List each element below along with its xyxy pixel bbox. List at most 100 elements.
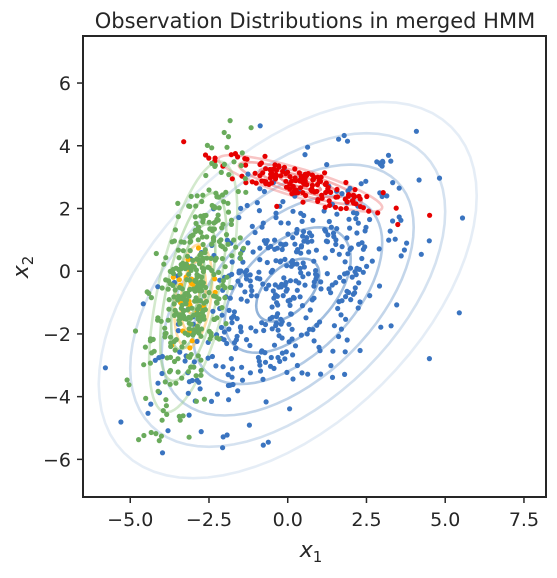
blue-point: [159, 450, 166, 456]
green-point: [201, 396, 207, 402]
blue-point: [313, 247, 319, 253]
blue-point: [388, 323, 394, 329]
blue-point: [299, 303, 306, 309]
blue-point: [287, 406, 293, 412]
red-point: [292, 166, 298, 172]
blue-point: [329, 247, 335, 254]
blue-point: [288, 311, 294, 317]
blue-point: [269, 326, 275, 332]
blue-point: [286, 339, 292, 345]
green-point: [166, 297, 172, 303]
blue-point: [307, 307, 313, 313]
green-point: [200, 255, 206, 261]
blue-point: [364, 263, 370, 269]
red-point: [281, 164, 287, 170]
green-point: [151, 348, 157, 354]
blue-point: [390, 218, 396, 224]
blue-point: [356, 241, 362, 247]
blue-point: [339, 244, 345, 250]
blue-point: [257, 186, 263, 192]
blue-point: [394, 302, 400, 308]
blue-point: [324, 162, 330, 168]
green-point: [147, 336, 154, 342]
green-point: [163, 255, 169, 261]
green-point: [167, 268, 173, 274]
green-point: [211, 271, 217, 278]
blue-point: [277, 358, 283, 364]
blue-point: [362, 244, 368, 250]
green-point: [204, 142, 210, 148]
blue-point: [283, 349, 289, 355]
blue-point: [213, 363, 219, 369]
blue-point: [259, 348, 265, 354]
green-point: [239, 150, 245, 156]
blue-point: [301, 264, 307, 270]
blue-point: [387, 228, 393, 234]
blue-point: [290, 208, 296, 214]
blue-point: [257, 362, 263, 368]
green-point: [178, 239, 184, 245]
blue-point: [262, 359, 269, 365]
blue-point: [341, 132, 347, 139]
blue-point: [250, 249, 256, 255]
blue-point: [355, 220, 361, 226]
blue-point: [347, 246, 353, 252]
green-point: [172, 287, 178, 293]
blue-point: [191, 359, 197, 365]
blue-point: [257, 368, 264, 374]
blue-point: [155, 284, 161, 290]
green-point: [210, 235, 216, 241]
blue-point: [357, 347, 363, 354]
green-point: [193, 228, 199, 234]
red-point: [375, 210, 381, 216]
blue-point: [226, 307, 232, 313]
blue-point: [145, 410, 151, 416]
red-point: [342, 196, 348, 202]
blue-point: [247, 370, 253, 376]
blue-point: [342, 349, 348, 355]
blue-point: [348, 297, 354, 303]
green-point: [199, 309, 206, 315]
red-point: [322, 170, 328, 176]
blue-point: [186, 412, 192, 418]
blue-point: [336, 299, 342, 305]
blue-point: [292, 343, 299, 349]
blue-point: [257, 257, 263, 263]
green-point: [212, 316, 218, 322]
blue-point: [229, 374, 235, 380]
blue-point: [299, 370, 305, 376]
blue-point: [311, 338, 317, 344]
blue-point: [283, 241, 289, 247]
green-point: [200, 280, 206, 286]
green-point: [216, 205, 222, 211]
green-point: [175, 214, 181, 220]
points-layer: [102, 118, 466, 497]
green-point: [158, 318, 164, 324]
blue-point: [298, 250, 304, 256]
green-point: [199, 198, 205, 205]
blue-point: [244, 202, 250, 209]
blue-point: [376, 246, 382, 252]
blue-point: [338, 312, 344, 318]
green-point: [209, 145, 215, 151]
green-point: [147, 360, 153, 366]
green-point: [164, 355, 170, 361]
green-point: [195, 353, 201, 359]
green-point: [195, 316, 201, 322]
green-point: [163, 403, 169, 409]
green-point: [193, 203, 199, 209]
green-point: [206, 328, 212, 334]
green-point: [171, 294, 177, 300]
blue-point: [249, 288, 255, 294]
blue-point: [354, 230, 360, 236]
blue-point: [273, 210, 279, 216]
green-point: [222, 285, 228, 291]
blue-point: [246, 422, 252, 428]
blue-point: [436, 175, 443, 181]
blue-point: [260, 281, 266, 287]
green-point: [223, 321, 229, 327]
blue-point: [177, 349, 183, 355]
blue-point: [294, 226, 300, 233]
red-point: [315, 198, 321, 204]
blue-point: [301, 228, 307, 235]
